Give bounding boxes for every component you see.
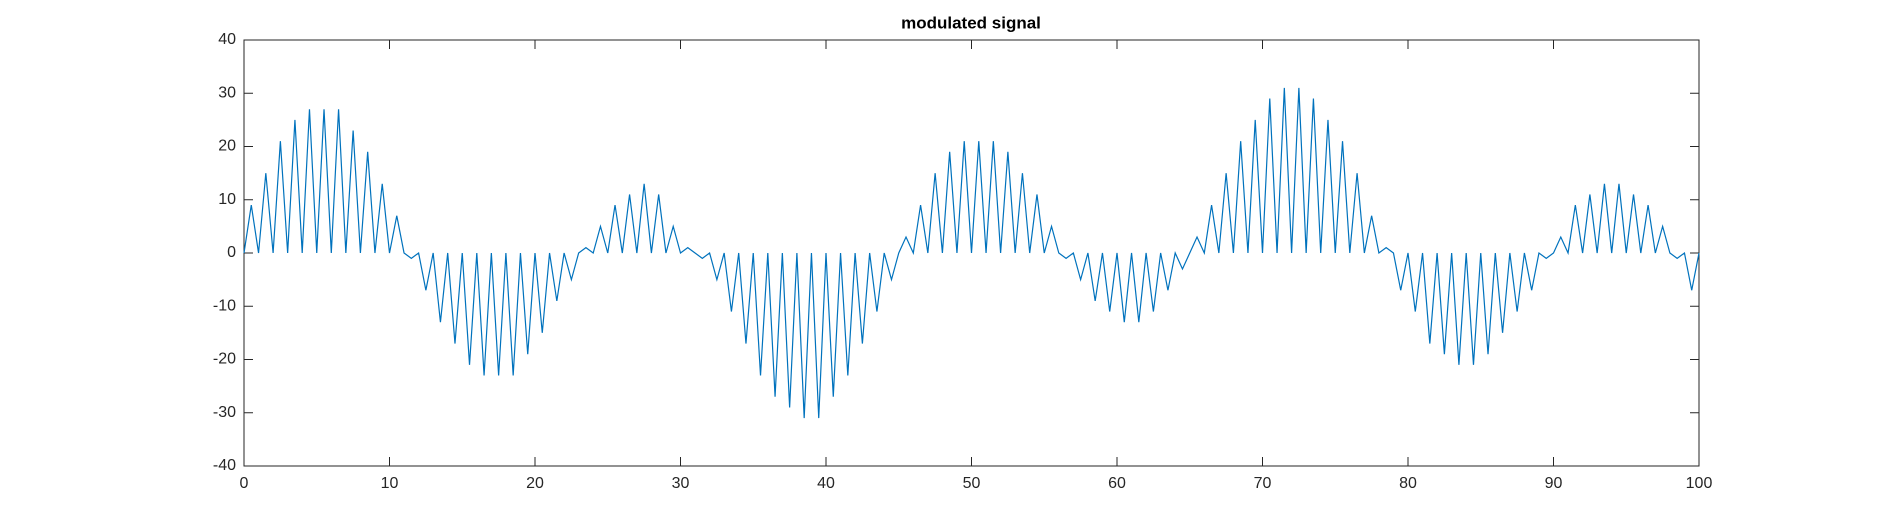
y-tick-label: 0 [227,244,236,261]
x-tick-label: 60 [1108,475,1126,492]
y-tick-label: -40 [213,457,236,474]
x-tick-label: 20 [526,475,544,492]
x-tick-label: 100 [1686,475,1713,492]
x-tick-label: 70 [1254,475,1272,492]
x-tick-label: 90 [1545,475,1563,492]
y-tick-label: 10 [218,191,236,208]
y-tick-label: -10 [213,297,236,314]
y-tick-label: -20 [213,351,236,368]
x-tick-label: 0 [240,475,249,492]
chart-title: modulated signal [901,13,1041,32]
x-tick-label: 10 [381,475,399,492]
y-tick-label: 40 [218,31,236,48]
x-tick-label: 50 [963,475,981,492]
y-tick-label: 30 [218,84,236,101]
x-tick-label: 40 [817,475,835,492]
y-tick-label: -30 [213,404,236,421]
x-tick-label: 30 [672,475,690,492]
y-tick-label: 20 [218,138,236,155]
x-tick-label: 80 [1399,475,1417,492]
signal-line [243,87,1700,419]
